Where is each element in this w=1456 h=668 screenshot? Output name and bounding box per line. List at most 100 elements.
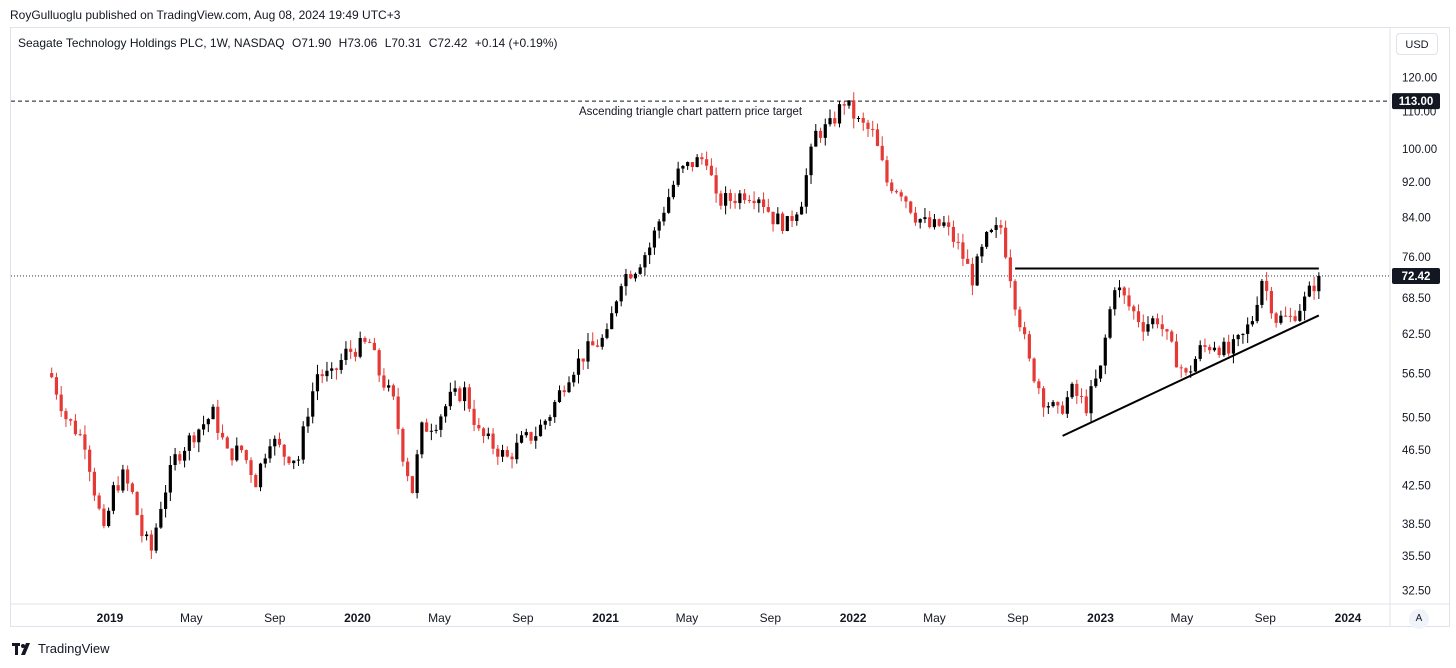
candle-body [353,351,358,357]
candle-body [804,175,808,207]
candle-body [970,263,974,286]
candle-body [1317,275,1321,292]
chart-frame [10,27,1450,627]
candle-body [586,341,590,362]
candle-body [605,329,609,338]
candle-body [320,374,324,377]
candle-body [500,449,505,457]
x-tick-label: May [923,611,946,625]
candle-body [572,374,576,383]
candle-body [942,222,946,226]
candle-body [576,358,581,375]
candle-body [1132,306,1136,312]
currency-button[interactable]: USD [1396,33,1438,55]
candle-body [216,406,220,433]
candle-body [667,197,671,213]
legend-change: +0.14 (+0.19%) [474,36,558,50]
candle-body [149,534,153,551]
last-price-tag: 72.42 [1402,271,1431,283]
candle-body [491,433,495,449]
candle-body [1260,280,1264,305]
candle-body [1108,309,1112,338]
auto-scale-button[interactable]: A [1409,609,1429,629]
candle-body [88,449,92,472]
y-tick-label: 120.00 [1402,73,1437,85]
candle-body [795,214,799,221]
candle-body [315,374,320,392]
publisher-line: RoyGulluoglu published on TradingView.co… [10,8,401,22]
candle-body [448,391,452,407]
candle-body [410,476,414,493]
candle-body [1312,285,1316,292]
candle-body [823,124,827,138]
candle-body [201,424,206,430]
candle-body [192,435,196,443]
candle-body [600,337,604,347]
x-tick-label: Sep [760,611,782,625]
candle-body [1274,313,1278,323]
candle-body [999,225,1003,228]
candle-body [64,411,68,420]
x-tick-label: 2020 [344,611,371,625]
y-tick-label: 42.50 [1402,480,1431,492]
candle-body [73,420,78,435]
candle-body [757,199,761,204]
candle-body [752,200,756,204]
candle-body [956,241,960,243]
candle-body [633,273,638,279]
candle-body [700,157,704,160]
candle-body [629,274,633,279]
footer-brand[interactable]: TradingView [12,641,110,656]
support-trendline [1062,314,1320,437]
candle-body [1146,324,1150,332]
candle-body [140,514,144,537]
candle-body [1179,367,1183,369]
candle-body [1208,346,1212,351]
candle-body [325,370,329,377]
candle-body [937,219,941,226]
candle-body [434,429,438,431]
candle-body [686,162,690,167]
candle-body [515,442,519,460]
candle-body [624,274,628,287]
candle-body [472,408,476,425]
candle-body [244,450,248,461]
candle-body [595,345,600,347]
candle-body [861,118,865,123]
x-tick-label: 2022 [840,611,867,625]
candle-body [102,508,106,527]
annotation-label: Ascending triangle chart pattern price t… [579,106,803,118]
candle-body [130,483,134,492]
candle-body [890,182,894,192]
candle-body [1041,388,1046,408]
candle-body [619,286,623,302]
legend-close: C72.42 [428,36,468,50]
target-price-tag-bg [1392,93,1440,110]
candle-body [1103,337,1107,366]
candle-body [1060,405,1065,414]
candle-body [904,196,908,202]
candle-body [980,246,984,257]
candle-body [1307,285,1311,297]
candle-body [681,166,685,169]
candle-body [951,226,956,242]
candle-body [387,385,391,388]
candle-body [1236,335,1240,340]
candle-body [1013,281,1017,310]
candle-body [742,193,747,201]
candle-body [349,348,353,352]
candle-body [799,206,804,215]
candle-body [363,338,367,342]
candle-body [690,162,694,168]
candle-body [1269,290,1273,314]
x-tick-label: Sep [512,611,534,625]
candle-body [581,358,585,362]
candle-body [301,426,305,460]
candle-body [975,256,979,286]
candle-body [652,230,657,248]
candle-body [486,433,490,437]
candle-body [159,508,163,528]
candle-body [126,469,130,484]
candle-body [643,255,647,268]
